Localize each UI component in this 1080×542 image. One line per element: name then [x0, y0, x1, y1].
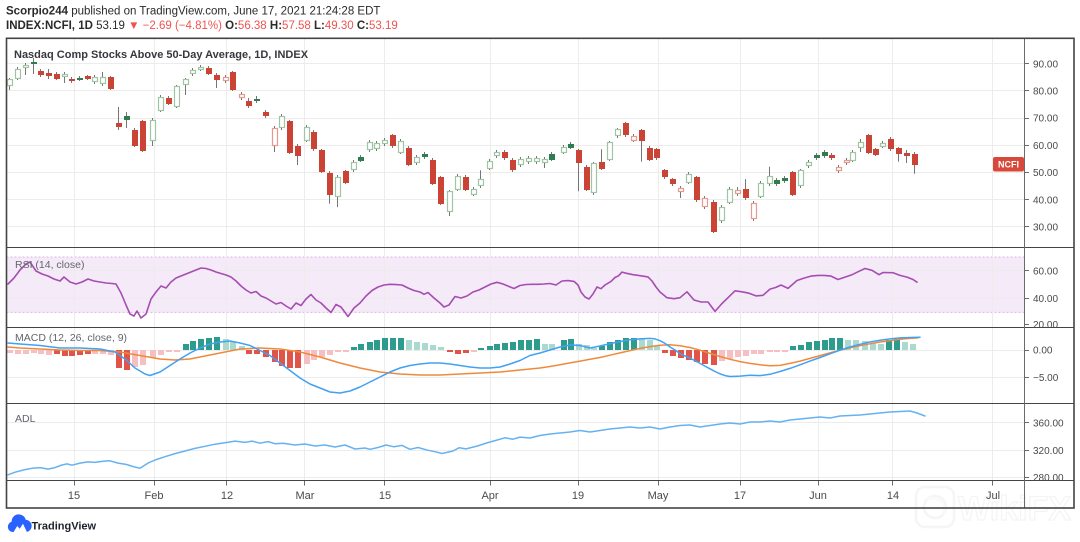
- svg-text:NCFI: NCFI: [998, 160, 1019, 170]
- svg-text:−5.00: −5.00: [1033, 373, 1059, 384]
- svg-text:Nasdaq Comp Stocks Above 50-Da: Nasdaq Comp Stocks Above 50-Day Average,…: [14, 49, 309, 61]
- svg-text:40.00: 40.00: [1033, 195, 1058, 206]
- svg-text:19: 19: [572, 490, 584, 502]
- svg-text:Mar: Mar: [296, 490, 315, 502]
- svg-text:30.00: 30.00: [1033, 223, 1058, 234]
- svg-text:14: 14: [887, 490, 899, 502]
- svg-text:280.00: 280.00: [1033, 473, 1064, 484]
- svg-text:12: 12: [221, 490, 233, 502]
- svg-text:60.00: 60.00: [1033, 141, 1058, 152]
- svg-text:320.00: 320.00: [1033, 446, 1064, 457]
- svg-text:15: 15: [379, 490, 391, 502]
- svg-text:90.00: 90.00: [1033, 59, 1058, 70]
- svg-text:50.00: 50.00: [1033, 168, 1058, 179]
- svg-text:ADL: ADL: [15, 413, 36, 425]
- svg-text:MACD (12, 26, close, 9): MACD (12, 26, close, 9): [15, 332, 127, 344]
- svg-text:60.00: 60.00: [1033, 266, 1058, 277]
- svg-text:70.00: 70.00: [1033, 114, 1058, 125]
- svg-text:15: 15: [68, 490, 80, 502]
- svg-text:Scorpio244 published on Tradin: Scorpio244 published on TradingView.com,…: [6, 6, 380, 18]
- svg-text:360.00: 360.00: [1033, 419, 1064, 430]
- svg-text:Jun: Jun: [809, 490, 827, 502]
- svg-text:80.00: 80.00: [1033, 87, 1058, 98]
- svg-text:20.00: 20.00: [1033, 320, 1058, 331]
- svg-text:0.00: 0.00: [1033, 346, 1053, 357]
- svg-text:Apr: Apr: [481, 490, 498, 502]
- svg-text:RSI (14, close): RSI (14, close): [15, 259, 84, 271]
- svg-text:WikiFX: WikiFX: [958, 490, 1071, 528]
- svg-text:Jul: Jul: [986, 490, 1000, 502]
- svg-text:17: 17: [734, 490, 746, 502]
- svg-text:May: May: [648, 490, 669, 502]
- svg-text:Feb: Feb: [145, 490, 164, 502]
- svg-text:INDEX:NCFI, 1D 53.19 ▼ −2.69 (: INDEX:NCFI, 1D 53.19 ▼ −2.69 (−4.81%) O:…: [6, 20, 398, 32]
- svg-text:40.00: 40.00: [1033, 294, 1058, 305]
- svg-text:TradingView: TradingView: [32, 521, 97, 533]
